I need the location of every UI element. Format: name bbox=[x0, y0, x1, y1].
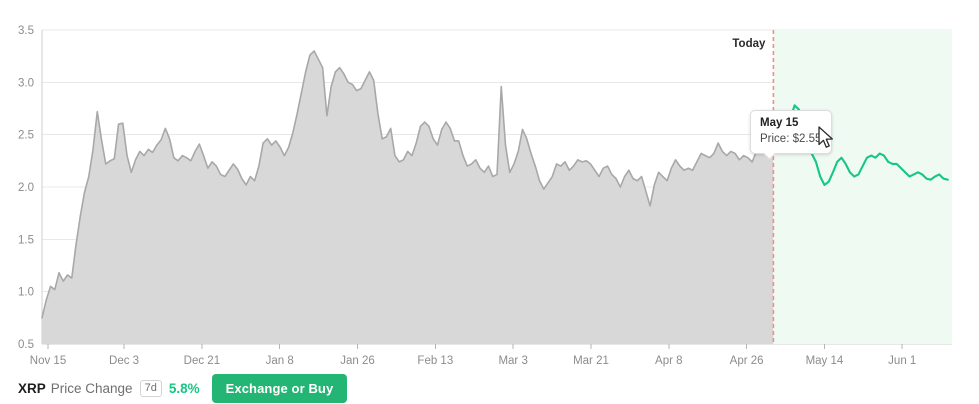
footer-bar: XRP Price Change 7d 5.8% Exchange or Buy bbox=[0, 372, 979, 404]
tooltip-price: Price: $2.55 bbox=[760, 133, 822, 145]
period-badge[interactable]: 7d bbox=[139, 379, 162, 397]
exchange-or-buy-button[interactable]: Exchange or Buy bbox=[211, 373, 348, 403]
tooltip-date: May 15 bbox=[760, 117, 799, 129]
y-axis-tick: 1.5 bbox=[18, 234, 34, 246]
x-axis-tick: Apr 26 bbox=[730, 355, 764, 367]
price-chart-svg[interactable]: Today 0.5 1.0 1.5 2.0 2.5 3.0 3.5 Nov 15 Dec 3 D… bbox=[0, 0, 979, 370]
y-axis-tick: 0.5 bbox=[18, 339, 34, 351]
x-axis-tick: Mar 3 bbox=[498, 355, 527, 367]
price-change-label: Price Change bbox=[50, 380, 133, 396]
x-axis-tick: Mar 21 bbox=[573, 355, 609, 367]
chart-series bbox=[41, 30, 952, 345]
today-marker: Today bbox=[732, 30, 775, 344]
today-label: Today bbox=[732, 38, 766, 50]
chart-tooltip: May 15 Price: $2.55 bbox=[750, 110, 832, 160]
y-axis-tick: 3.5 bbox=[18, 25, 34, 37]
y-axis-tick: 3.0 bbox=[18, 77, 34, 89]
x-axis-tick: Jun 1 bbox=[888, 355, 916, 367]
x-axis-labels: Nov 15 Dec 3 Dec 21 Jan 8 Jan 26 Feb 13 Mar 3 M… bbox=[30, 355, 917, 367]
x-axis-tick: Jan 26 bbox=[340, 355, 375, 367]
y-axis-tick: 2.0 bbox=[18, 182, 34, 194]
y-axis-labels: 0.5 1.0 1.5 2.0 2.5 3.0 3.5 bbox=[18, 25, 34, 351]
price-chart[interactable]: Today 0.5 1.0 1.5 2.0 2.5 3.0 3.5 Nov 15 Dec 3 D… bbox=[0, 0, 979, 370]
x-axis-tick: May 14 bbox=[806, 355, 844, 367]
x-axis-tick: Feb 13 bbox=[417, 355, 453, 367]
mouse-cursor-icon bbox=[818, 126, 836, 155]
y-axis-tick: 1.0 bbox=[18, 287, 34, 299]
price-change-value: 5.8% bbox=[168, 380, 200, 396]
coin-symbol: XRP bbox=[18, 380, 46, 396]
x-axis-tick: Dec 3 bbox=[109, 355, 139, 367]
x-axis-tick: Dec 21 bbox=[184, 355, 220, 367]
x-axis-tick: Nov 15 bbox=[30, 355, 66, 367]
y-axis-tick: 2.5 bbox=[18, 130, 34, 142]
x-axis-tick: Jan 8 bbox=[266, 355, 294, 367]
x-axis-tick: Apr 8 bbox=[655, 355, 683, 367]
